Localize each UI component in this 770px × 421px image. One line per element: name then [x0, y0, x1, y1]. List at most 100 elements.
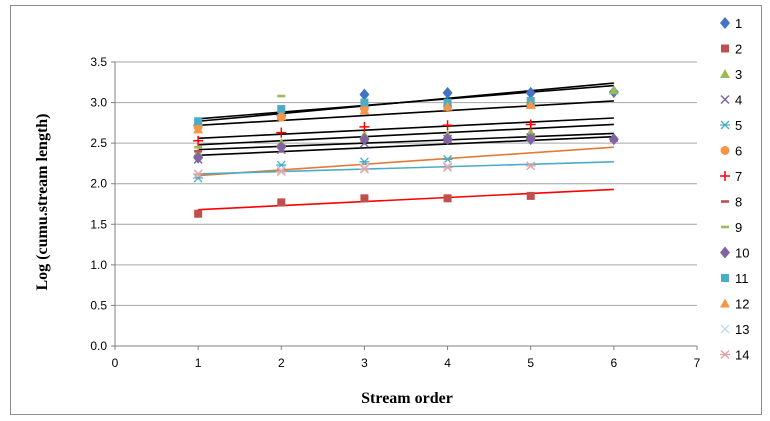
trendline-series-13	[198, 161, 614, 175]
data-point-series-14	[276, 167, 287, 177]
y-axis-title: Log (cumu.stream length)	[34, 113, 51, 290]
data-point-series-5	[442, 154, 453, 164]
data-point-series-14	[193, 169, 204, 179]
legend-label-9: 9	[735, 220, 742, 235]
chart-frame: 0.0 0.5 1.0 1.5 2.0 2.5 3.0 3.5 0 1 2 3 4 5 6 7 Stream …	[10, 5, 762, 415]
legend-marker-5	[720, 120, 730, 130]
data-point-series-7	[193, 135, 204, 146]
legend-label-1: 1	[735, 16, 742, 31]
data-point-series-10	[525, 133, 536, 146]
trendline-series-6	[198, 100, 614, 127]
data-point-series-12	[276, 111, 287, 121]
legend-marker-13	[720, 324, 730, 334]
legend-label-11: 11	[735, 271, 749, 286]
data-point-series-9	[194, 145, 203, 149]
data-point-series-10	[276, 141, 287, 154]
data-point-series-14	[442, 163, 453, 172]
legend-marker-2	[721, 44, 729, 53]
trendline-series-5	[198, 146, 614, 177]
legend-marker-6	[720, 146, 730, 155]
data-point-series-10	[193, 151, 204, 164]
legend-label-8: 8	[735, 195, 742, 210]
axes	[111, 61, 698, 350]
data-point-series-11	[277, 105, 286, 114]
data-point-series-14	[359, 164, 370, 174]
legend-marker-11	[721, 274, 729, 282]
legend-label-5: 5	[735, 118, 742, 133]
x-tick-label: 2	[278, 356, 285, 370]
legend-label-7: 7	[735, 169, 742, 184]
trendlines	[198, 82, 614, 211]
x-tick-label: 6	[611, 356, 618, 370]
data-point-series-9	[277, 94, 286, 98]
data-point-series-7	[442, 120, 453, 131]
data-points	[193, 85, 619, 218]
data-point-series-10	[608, 133, 619, 146]
legend-marker-4	[720, 94, 730, 105]
trendline-series-10	[198, 132, 614, 151]
legend-marker-12	[720, 298, 730, 308]
gridlines	[115, 61, 697, 306]
legend-label-6: 6	[735, 144, 742, 159]
legend-marker-7	[720, 171, 730, 181]
y-tick-label: 3.5	[90, 55, 107, 69]
legend-label-13: 13	[735, 322, 749, 337]
trendline-series-4	[198, 135, 614, 157]
chart-canvas: 0.00.51.01.52.02.53.03.50 1 2 3 4 5 6 7 Stream …	[34, 16, 749, 407]
y-tick-label: 2.0	[90, 177, 107, 191]
x-tick-label: 4	[444, 356, 451, 370]
legend-marker-14	[720, 350, 730, 359]
trendline-series-11	[198, 84, 614, 120]
x-tick-label: 1	[195, 356, 202, 370]
legend-label-2: 2	[735, 42, 742, 57]
legend-marker-10	[720, 246, 730, 259]
data-point-series-7	[276, 127, 287, 138]
legend-marker-8	[721, 200, 729, 203]
data-point-series-14	[525, 161, 536, 171]
x-axis-title: Stream order	[361, 390, 453, 407]
legend-label-14: 14	[735, 348, 749, 363]
trendline-series-2	[198, 188, 614, 211]
x-tick-label: 0	[112, 356, 119, 370]
data-point-series-12	[442, 101, 453, 111]
y-tick-label: 0.0	[90, 339, 107, 353]
legend-marker-1	[720, 17, 730, 29]
legend-label-3: 3	[735, 67, 742, 82]
data-point-series-2	[360, 194, 369, 203]
data-point-series-10	[442, 133, 453, 146]
data-point-series-8	[194, 149, 203, 153]
y-tick-label: 1.0	[90, 258, 107, 272]
tick-labels: 0.0 0.5 1.0 1.5 2.0 2.5 3.0 3.5 0 1 2 3 4 5 6 7	[90, 55, 700, 370]
data-point-series-2	[194, 209, 203, 218]
data-point-series-2	[526, 191, 535, 200]
data-point-series-10	[359, 133, 370, 146]
y-tick-label: 2.5	[90, 136, 107, 150]
legend-label-12: 12	[735, 297, 749, 312]
x-tick-label: 5	[527, 356, 534, 370]
x-tick-label: 7	[694, 356, 701, 370]
data-point-series-1	[525, 86, 536, 99]
data-point-series-1	[442, 86, 453, 99]
data-point-series-12	[193, 124, 204, 134]
data-point-series-3	[608, 85, 619, 95]
legend-marker-3	[720, 69, 730, 78]
data-point-series-13	[359, 162, 369, 173]
data-point-series-7	[359, 121, 370, 132]
trendline-series-7	[198, 117, 614, 140]
data-point-series-2	[443, 194, 452, 203]
data-point-series-11	[194, 117, 203, 126]
data-point-series-12	[525, 100, 536, 110]
data-point-series-11	[360, 98, 369, 107]
legend-label-10: 10	[735, 246, 749, 261]
y-tick-label: 1.5	[90, 217, 107, 231]
y-tick-label: 3.0	[90, 96, 107, 110]
legend-marker-9	[721, 225, 729, 229]
trendline-series-3	[198, 123, 614, 146]
data-point-series-13	[276, 165, 286, 175]
legend-label-4: 4	[735, 93, 742, 108]
data-point-series-13	[443, 161, 453, 171]
data-point-series-7	[525, 119, 536, 130]
data-point-series-12	[359, 105, 370, 115]
data-point-series-2	[277, 198, 286, 207]
